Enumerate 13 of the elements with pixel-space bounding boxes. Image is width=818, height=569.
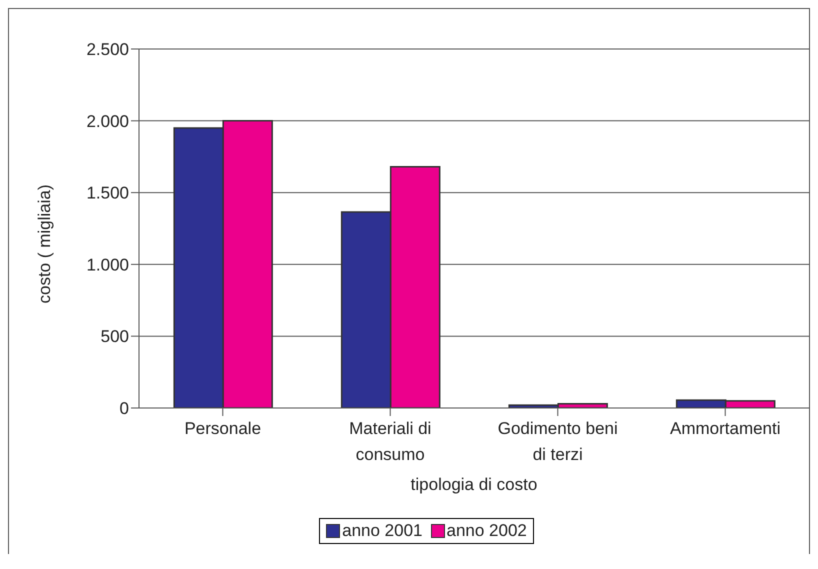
x-tick-label: Ammortamenti [670,419,781,438]
y-tick-label: 0 [120,399,129,418]
y-axis-title: costo ( migliaia) [35,184,54,304]
x-tick-label: Personale [184,419,262,438]
y-tick-label: 2.000 [86,112,129,131]
y-tick-label: 1.000 [86,255,129,274]
legend-label: anno 2001 [341,521,422,541]
y-tick-label: 500 [100,327,129,346]
x-axis-title: tipologia di costo [410,475,538,494]
x-tick-label: Godimento beni di terzi [498,419,618,464]
y-tick-label: 1.500 [86,184,129,203]
y-tick-label: 2.500 [86,40,129,60]
legend-label: anno 2002 [446,521,527,541]
